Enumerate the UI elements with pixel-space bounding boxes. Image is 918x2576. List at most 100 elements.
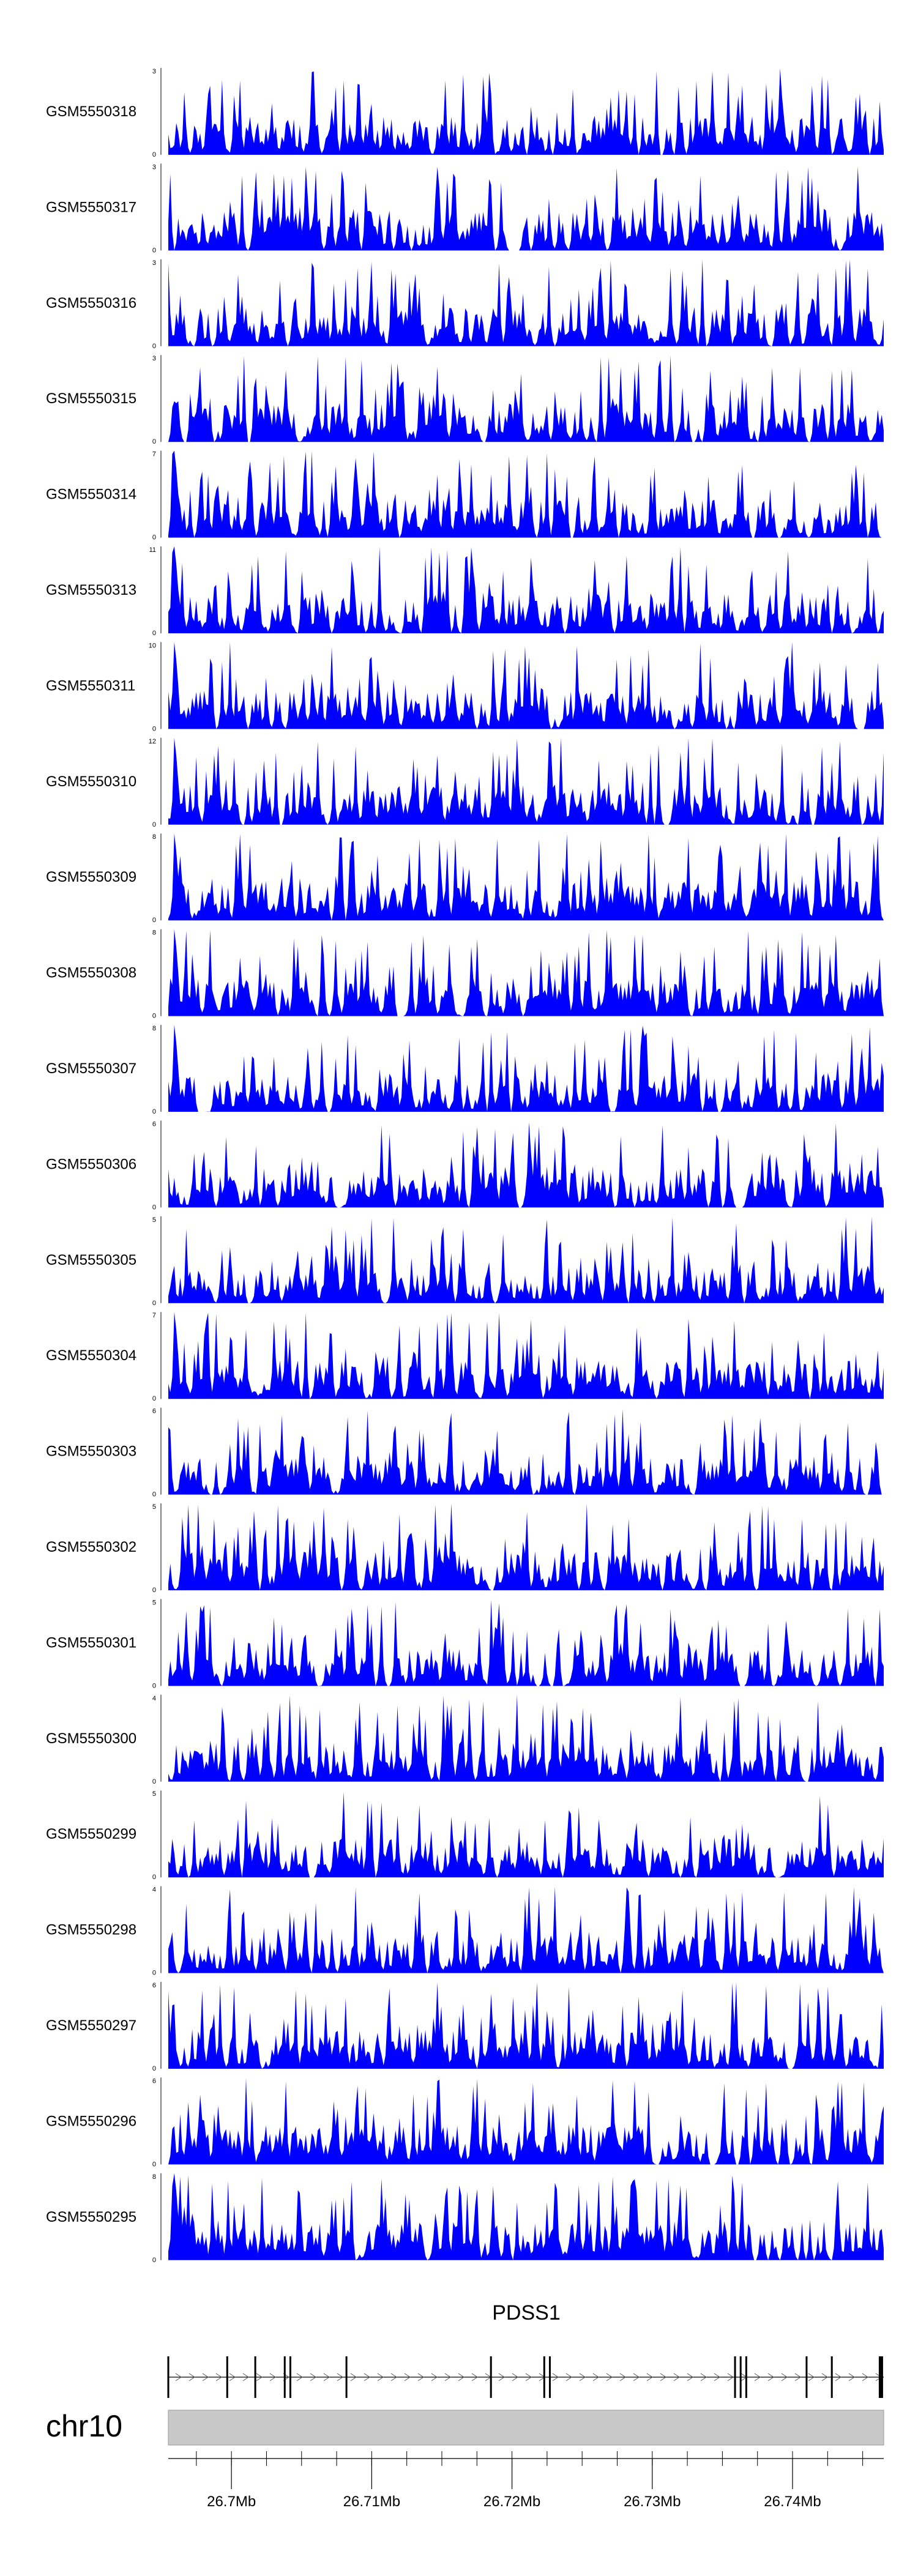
track-ymax-label: 5 bbox=[152, 1503, 156, 1511]
strand-arrow bbox=[364, 2373, 370, 2381]
strand-arrow bbox=[444, 2373, 451, 2381]
strand-arrow bbox=[821, 2373, 828, 2381]
strand-arrow bbox=[848, 2373, 855, 2381]
coverage-area bbox=[168, 1886, 884, 1973]
strand-arrow bbox=[229, 2373, 236, 2381]
track-ymin-label: 0 bbox=[152, 2065, 156, 2072]
coverage-area bbox=[168, 1216, 884, 1303]
track-label: GSM5550308 bbox=[46, 965, 136, 981]
track-ymin-label: 0 bbox=[152, 1587, 156, 1594]
strand-arrow bbox=[512, 2373, 518, 2381]
strand-arrow bbox=[188, 2373, 195, 2381]
track-label: GSM5550300 bbox=[46, 1730, 136, 1747]
axis-tick-label: 26.71Mb bbox=[343, 2493, 400, 2510]
axis-ticks bbox=[196, 2451, 864, 2489]
strand-arrow bbox=[794, 2373, 801, 2381]
track-label: GSM5550299 bbox=[46, 1826, 136, 1842]
exon-mark bbox=[490, 2356, 492, 2398]
track-ymax-label: 3 bbox=[152, 68, 156, 75]
strand-arrow bbox=[754, 2373, 761, 2381]
track-label: GSM5550295 bbox=[46, 2209, 136, 2225]
track-ymin-label: 0 bbox=[152, 630, 156, 637]
coverage-area bbox=[168, 929, 884, 1016]
strand-arrow bbox=[296, 2373, 303, 2381]
track-ymin-label: 0 bbox=[152, 247, 156, 254]
strand-arrow bbox=[350, 2373, 357, 2381]
exon-mark bbox=[226, 2356, 228, 2398]
strand-arrow bbox=[256, 2373, 263, 2381]
track-ymin-label: 0 bbox=[152, 534, 156, 542]
track-label: GSM5550296 bbox=[46, 2113, 136, 2129]
strand-arrow bbox=[606, 2373, 613, 2381]
exon-mark bbox=[167, 2356, 170, 2398]
track-GSM5550304: GSM5550304 7 0 bbox=[46, 1312, 884, 1402]
exon-mark bbox=[543, 2356, 545, 2398]
track-GSM5550307: GSM5550307 8 0 bbox=[46, 1025, 884, 1115]
track-ymin-label: 0 bbox=[152, 917, 156, 924]
exon-mark bbox=[734, 2356, 736, 2398]
track-GSM5550313: GSM5550313 11 0 bbox=[46, 546, 884, 637]
track-GSM5550310: GSM5550310 12 0 bbox=[46, 737, 884, 828]
track-GSM5550297: GSM5550297 6 0 bbox=[46, 1982, 884, 2072]
strand-arrow bbox=[727, 2373, 734, 2381]
track-label: GSM5550314 bbox=[46, 486, 136, 503]
strand-arrow bbox=[458, 2373, 465, 2381]
track-GSM5550308: GSM5550308 8 0 bbox=[46, 929, 884, 1020]
strand-arrow bbox=[215, 2373, 222, 2381]
track-label: GSM5550315 bbox=[46, 390, 136, 407]
strand-arrow bbox=[565, 2373, 572, 2381]
track-GSM5550309: GSM5550309 8 0 bbox=[46, 833, 884, 924]
track-ymin-label: 0 bbox=[152, 1300, 156, 1307]
track-GSM5550306: GSM5550306 6 0 bbox=[46, 1120, 884, 1211]
axis-tick-label: 26.7Mb bbox=[207, 2493, 256, 2510]
track-ymin-label: 0 bbox=[152, 1395, 156, 1402]
strand-arrow bbox=[781, 2373, 788, 2381]
coverage-area bbox=[168, 737, 884, 825]
exon-mark bbox=[345, 2356, 348, 2398]
track-ymax-label: 6 bbox=[152, 1120, 156, 1128]
track-ymax-label: 5 bbox=[152, 1599, 156, 1606]
coverage-area bbox=[168, 450, 884, 538]
track-ymax-label: 6 bbox=[152, 1982, 156, 1989]
track-ymax-label: 6 bbox=[152, 1408, 156, 1415]
track-label: GSM5550313 bbox=[46, 582, 136, 598]
coverage-area bbox=[168, 68, 884, 155]
strand-arrow bbox=[242, 2373, 249, 2381]
strand-arrow bbox=[673, 2373, 680, 2381]
track-ymin-label: 0 bbox=[152, 1970, 156, 1977]
coverage-area bbox=[168, 1599, 884, 1686]
exon-mark bbox=[830, 2356, 833, 2398]
axis-tick-labels: 26.7Mb 26.71Mb 26.72Mb 26.73Mb 26.74Mb bbox=[207, 2493, 821, 2510]
track-ymax-label: 4 bbox=[152, 1695, 156, 1702]
track-label: GSM5550311 bbox=[46, 677, 135, 694]
strand-arrows bbox=[175, 2373, 882, 2381]
axis-tick-label: 26.73Mb bbox=[624, 2493, 681, 2510]
coverage-area bbox=[168, 1792, 884, 1878]
track-ymax-label: 5 bbox=[152, 1216, 156, 1224]
coverage-area bbox=[168, 355, 884, 442]
strand-arrow bbox=[700, 2373, 707, 2381]
track-label: GSM5550307 bbox=[46, 1060, 136, 1077]
track-GSM5550314: GSM5550314 7 0 bbox=[46, 450, 884, 542]
coverage-area bbox=[168, 1025, 884, 1112]
strand-arrow bbox=[646, 2373, 653, 2381]
track-label: GSM5550302 bbox=[46, 1539, 136, 1555]
coverage-area bbox=[168, 546, 884, 633]
strand-arrow bbox=[552, 2373, 559, 2381]
track-ymin-label: 0 bbox=[152, 151, 156, 158]
track-GSM5550317: GSM5550317 3 0 bbox=[46, 163, 884, 254]
track-GSM5550301: GSM5550301 5 0 bbox=[46, 1599, 884, 1689]
strand-arrow bbox=[471, 2373, 478, 2381]
track-label: GSM5550297 bbox=[46, 2017, 136, 2034]
coverage-area bbox=[168, 259, 884, 346]
exon-mark bbox=[283, 2356, 286, 2398]
coverage-area bbox=[168, 2078, 884, 2165]
track-GSM5550298: GSM5550298 4 0 bbox=[46, 1886, 884, 1977]
track-GSM5550318: GSM5550318 3 0 bbox=[46, 68, 884, 158]
gene-model-pdss1: PDSS1 bbox=[167, 2301, 884, 2398]
track-GSM5550316: GSM5550316 3 0 bbox=[46, 259, 884, 350]
track-ymin-label: 0 bbox=[152, 1874, 156, 1881]
track-label: GSM5550305 bbox=[46, 1252, 136, 1268]
track-GSM5550295: GSM5550295 8 0 bbox=[46, 2173, 884, 2264]
